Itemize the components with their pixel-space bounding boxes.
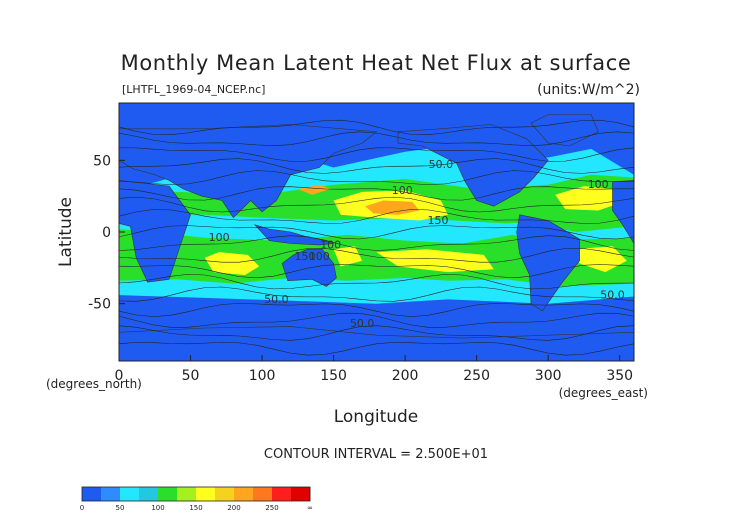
contour-label: 100 (588, 178, 609, 191)
file-label: [LHTFL_1969-04_NCEP.nc] (122, 83, 265, 96)
contour-line (119, 286, 634, 302)
contour-line (119, 312, 634, 328)
patch-yellow-spacific (376, 249, 494, 273)
contour-line (119, 264, 634, 279)
colorbar-swatch (215, 487, 235, 501)
colorbar-swatch (272, 487, 292, 501)
contour-label: 100 (309, 250, 330, 263)
land-south-america (516, 214, 580, 312)
colorbar-swatch (291, 487, 311, 501)
x-tick-label: 50 (182, 368, 200, 384)
contour-label: 150 (428, 214, 449, 227)
colorbar-swatch (253, 487, 273, 501)
y-tick-label: 50 (93, 153, 111, 169)
land-eurasia (119, 124, 378, 219)
contour-label: 50.0 (350, 317, 375, 330)
colorbar-swatch (196, 487, 216, 501)
colorbar-swatch (101, 487, 121, 501)
contour-label: 100 (392, 184, 413, 197)
patch-yellow-indian (204, 252, 260, 275)
flux-bands (119, 146, 634, 304)
land-maritime (253, 224, 334, 246)
colorbar-tick-label: 250 (265, 504, 278, 512)
colorbar-swatch (120, 487, 140, 501)
x-tick-label: 300 (535, 368, 562, 384)
contour-line (119, 342, 634, 356)
contour-line (119, 131, 634, 146)
land-greenland (530, 114, 599, 147)
colorbar-tick-label: 150 (189, 504, 202, 512)
colorbar-swatch (158, 487, 178, 501)
contour-line (119, 303, 634, 317)
y-axis-label: Latitude (56, 197, 76, 267)
contour-interval-text: CONTOUR INTERVAL = 2.500E+01 (264, 447, 488, 462)
colorbar-tick-label: ∞ (307, 504, 313, 512)
y-unit-label: (degrees_north) (46, 377, 142, 391)
contour-label: 100 (209, 231, 230, 244)
land-africa-east (119, 180, 191, 283)
contour-line (119, 325, 634, 341)
colorbar-frame (81, 486, 311, 502)
contour-line (119, 196, 634, 213)
colorbar-tick-label: 0 (80, 504, 84, 512)
y-axis: -50 0 50 (88, 153, 125, 313)
land-masses (119, 114, 634, 361)
contour-label: 50.0 (264, 293, 289, 306)
contour-label: 150 (295, 250, 316, 263)
contour-line (119, 248, 634, 263)
chart-title: Monthly Mean Latent Heat Net Flux at sur… (121, 51, 632, 75)
patch-orange-nwpac (297, 184, 331, 195)
contour-label: 50.0 (429, 158, 454, 171)
x-unit-label: (degrees_east) (559, 386, 648, 400)
units-label: (units:W/m^2) (537, 82, 640, 98)
colorbar-swatch (177, 487, 197, 501)
colorbar-swatch (234, 487, 254, 501)
colorbar-swatch (82, 487, 102, 501)
patch-yellow-atlantic (555, 186, 620, 211)
colorbar-tick-label: 100 (151, 504, 164, 512)
patch-yellow-coral (333, 246, 363, 267)
colorbar-tick-label: 200 (227, 504, 240, 512)
contour-line (119, 209, 634, 224)
contour-line (119, 235, 634, 251)
x-tick-label: 200 (392, 368, 419, 384)
patch-orange-pacific (365, 200, 420, 215)
contour-line (119, 170, 634, 185)
x-tick-label: 250 (463, 368, 490, 384)
x-tick-label: 100 (249, 368, 276, 384)
contour-line (119, 158, 634, 174)
colorbar-swatch (139, 487, 159, 501)
colorbar-tick-label: 50 (116, 504, 125, 512)
x-tick-label: 0 (115, 368, 124, 384)
x-axis: 0 50 100 150 200 250 300 350 (115, 355, 633, 384)
land-africa (612, 180, 634, 245)
x-axis-label: Longitude (334, 407, 419, 427)
contour-line (119, 147, 634, 162)
x-tick-label: 150 (320, 368, 347, 384)
colorbar: 0 50 100 150 200 250 ∞ (80, 486, 313, 512)
y-tick-label: 0 (102, 225, 111, 241)
contour-label: 50.0 (600, 289, 625, 302)
contour-line (119, 186, 634, 201)
y-tick-label: -50 (88, 297, 111, 313)
patch-yellow-satlantic (573, 246, 627, 273)
x-tick-label: 350 (606, 368, 633, 384)
contour-line (119, 225, 634, 240)
contour-label: 100 (320, 238, 341, 251)
contour-line (119, 274, 634, 290)
contour-line (119, 119, 634, 135)
